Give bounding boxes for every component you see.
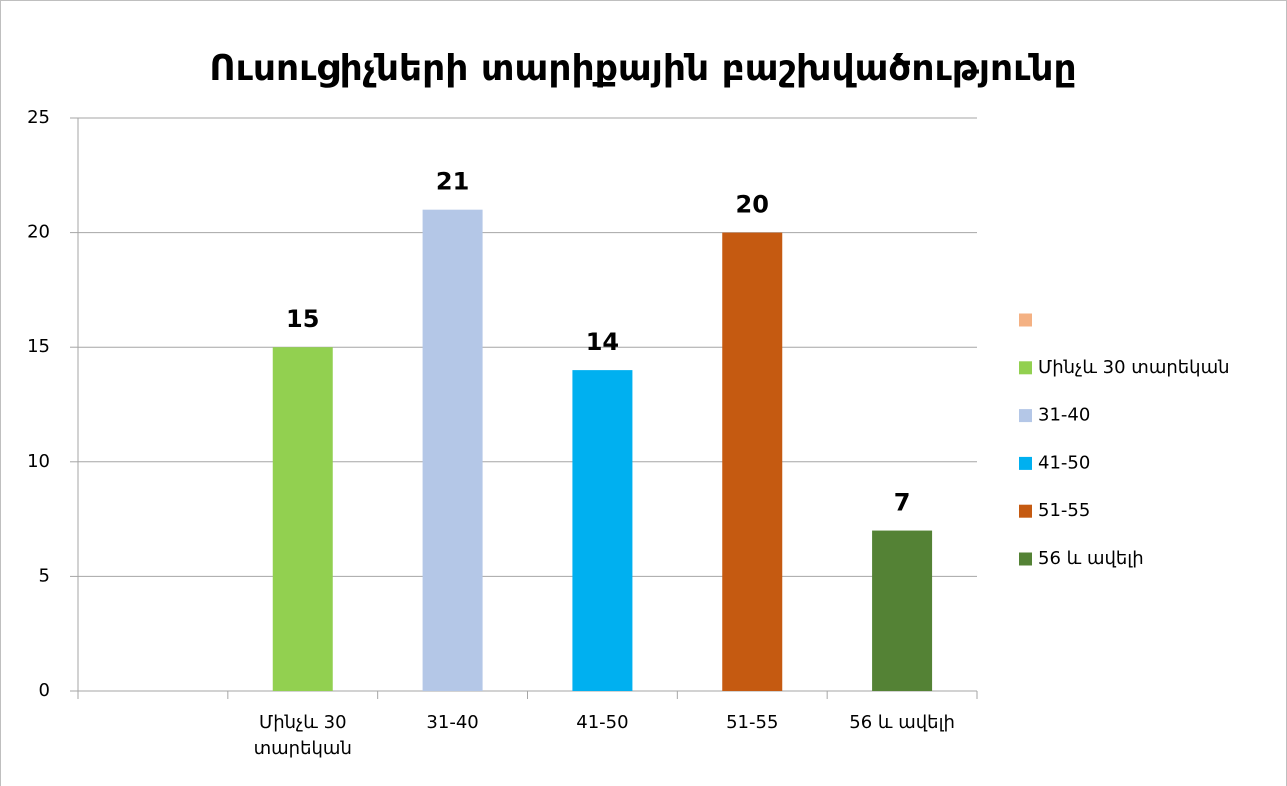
legend-label: 31-40 [1038, 405, 1090, 426]
y-tick-label: 25 [27, 107, 50, 128]
data-label: 14 [586, 328, 619, 356]
chart-title: Ուսուցիչների տարիքային բաշխվածությունը [209, 48, 1076, 89]
x-tick-label: 41-50 [576, 712, 629, 733]
bar [722, 232, 783, 691]
legend-swatch [1019, 456, 1032, 470]
x-tick-label: 56 և ավելի [849, 712, 955, 733]
bar [272, 347, 333, 691]
bar [572, 370, 633, 691]
legend-label: 41-50 [1038, 452, 1090, 473]
x-tick-label: Մինչև 30 տարեկան [253, 712, 352, 759]
legend-swatch [1019, 409, 1032, 423]
legend-label: 51-55 [1038, 500, 1090, 521]
x-tick-label: 51-55 [726, 712, 779, 733]
data-label: 21 [436, 168, 469, 196]
data-label: 20 [736, 191, 769, 219]
legend-swatch [1019, 504, 1032, 518]
legend-label: Մինչև 30 տարեկան [1038, 357, 1230, 378]
y-tick-label: 15 [27, 336, 50, 357]
y-tick-label: 5 [39, 565, 50, 586]
y-tick-label: 0 [39, 680, 50, 701]
legend-swatch [1019, 313, 1032, 327]
bar [872, 530, 933, 691]
data-label: 15 [286, 305, 319, 333]
y-tick-label: 10 [27, 451, 50, 472]
data-label: 7 [894, 489, 911, 517]
legend-swatch [1019, 361, 1032, 375]
bar [422, 209, 483, 691]
legend-swatch [1019, 552, 1032, 566]
legend-label: 56 և ավելի [1038, 548, 1144, 569]
x-tick-label: 31-40 [426, 712, 479, 733]
y-tick-label: 20 [27, 222, 50, 243]
